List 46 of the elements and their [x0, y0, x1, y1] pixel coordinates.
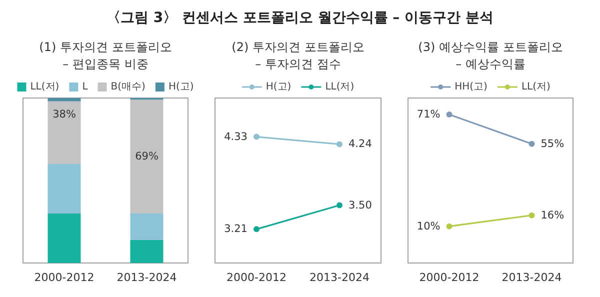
- legend-label: LL(저): [30, 82, 60, 92]
- legend-label: H(고): [266, 82, 292, 92]
- data-label: 4.24: [348, 138, 372, 150]
- legend-label: LL(저): [521, 82, 550, 92]
- data-label: 69%: [135, 150, 158, 163]
- chart-subtitle: – 투자의견 점수: [255, 57, 341, 71]
- point: [446, 112, 452, 118]
- point: [336, 202, 342, 208]
- data-label: 38%: [52, 108, 76, 121]
- bar: [48, 164, 81, 214]
- point: [336, 141, 342, 148]
- x-tick-label: 2000-2012: [226, 271, 286, 284]
- data-label: 71%: [416, 108, 440, 120]
- chart-subtitle: – 예상수익률: [456, 57, 526, 71]
- text: 〈그림 3〉 컨센서스 포트폴리오 월간수익률 – 이동구간 분석: [106, 10, 494, 26]
- x-tick-label: 2000-2012: [419, 271, 480, 284]
- data-label: 55%: [540, 138, 564, 150]
- data-label: 4.33: [224, 130, 248, 143]
- legend-label: LL(저): [325, 82, 354, 92]
- point: [254, 134, 260, 140]
- chart-subtitle: (1) 투자의견 포트폴리오: [39, 40, 172, 54]
- chart-title: (2) 투자의견 포트폴리오: [232, 40, 364, 54]
- data-label: 3.50: [348, 199, 372, 212]
- data-label: 3.21: [224, 223, 248, 236]
- x-tick-label: 2013-2024: [502, 271, 562, 284]
- data-label: 16%: [540, 209, 564, 222]
- chart-title: (3) 예상수익률 포트폴리오: [418, 40, 563, 54]
- x-tick-label: 2013-2024: [116, 271, 177, 284]
- bar: [48, 101, 81, 164]
- point: [254, 226, 260, 232]
- x-tick-label: 2013-2024: [310, 271, 370, 284]
- bar: [130, 214, 164, 240]
- bar: [48, 214, 81, 263]
- bar: [130, 240, 164, 263]
- legend-label: HH(고): [454, 82, 488, 92]
- x-tick-label: 2000-2012: [34, 271, 94, 284]
- bar: [48, 98, 81, 102]
- point: [528, 140, 535, 147]
- text: – 편입종목 비중: [62, 57, 148, 71]
- point: [528, 212, 535, 218]
- legend-label: H(고): [168, 82, 194, 92]
- legend-label: B(매수): [110, 82, 146, 92]
- point: [446, 223, 452, 230]
- bar: [130, 100, 164, 214]
- data-label: 10%: [416, 220, 440, 232]
- legend-label: L: [82, 82, 88, 92]
